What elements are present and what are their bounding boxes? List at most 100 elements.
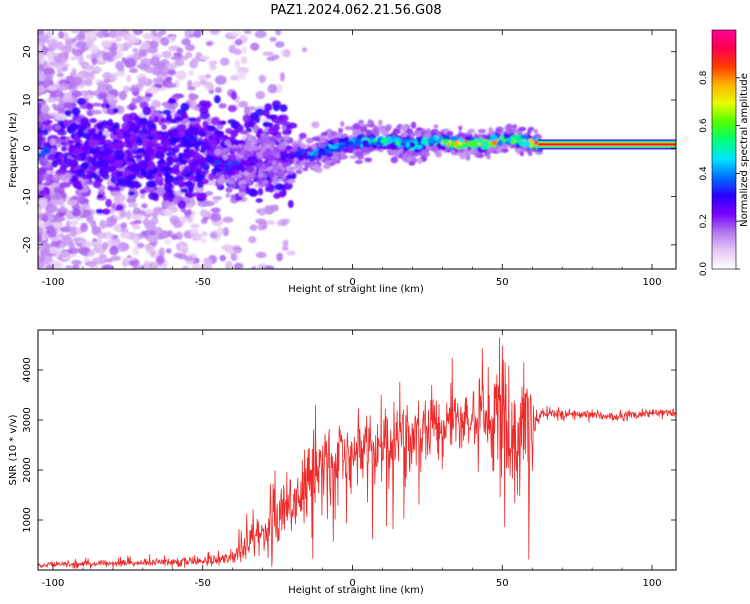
spectral-band-blob	[162, 192, 170, 202]
spectral-noise-blob	[58, 232, 65, 238]
spectral-noise-blob	[96, 31, 105, 39]
spectral-ridge-blob	[380, 139, 388, 144]
spectral-ridge-blob	[338, 138, 347, 143]
spectral-band-blob	[115, 128, 123, 133]
spectral-ridge-blob	[258, 172, 264, 178]
spectral-band-blob	[134, 154, 142, 159]
spectral-band-blob	[161, 123, 167, 131]
spectrogram-y-axis-label: Frequency (Hz)	[8, 112, 19, 188]
spectral-noise-blob	[205, 41, 214, 47]
spectral-noise-blob	[153, 207, 163, 213]
spectral-ridge-blob	[305, 137, 314, 144]
spectral-band-blob	[79, 125, 87, 131]
spectral-band-blob	[153, 115, 159, 123]
spectral-ridge-blob	[269, 141, 276, 148]
spectral-noise-blob	[126, 74, 132, 83]
spectrogram-frame	[37, 29, 677, 270]
spectral-noise-blob	[46, 96, 58, 103]
spectral-noise-blob	[53, 52, 60, 57]
snr-y-tick-label: 4000	[22, 357, 33, 382]
spectral-ridge-blob	[506, 137, 513, 142]
spectral-noise-blob	[243, 30, 252, 35]
spectral-noise-blob	[101, 40, 112, 48]
spectral-ridge-blob	[282, 177, 287, 183]
spectral-band-blob	[279, 104, 288, 113]
spectral-ridge-blob	[450, 135, 458, 142]
spectral-ridge-blob	[364, 157, 373, 163]
spectral-band-blob	[167, 197, 174, 203]
spectral-ridge-blob	[280, 154, 286, 161]
spectral-band-blob	[230, 140, 240, 146]
spectral-ridge-blob	[400, 131, 408, 138]
spectral-band-blob	[140, 168, 147, 177]
spectral-noise-blob	[90, 109, 103, 115]
spectral-noise-blob	[160, 117, 168, 124]
spectral-ridge-blob	[304, 161, 311, 169]
colorbar-axis: 0.0 0.2 0.4 0.6 0.8	[699, 70, 740, 276]
spectral-band-blob	[102, 208, 111, 215]
spectral-ridge-blob	[405, 128, 414, 135]
spectral-ridge-blob	[340, 133, 347, 139]
spectral-ridge-blob	[398, 148, 404, 153]
spectral-noise-blob	[55, 198, 65, 206]
spectral-band-blob	[154, 150, 165, 160]
spectral-ridge-blob	[460, 142, 470, 149]
spectral-noise-blob	[61, 236, 73, 246]
spectral-band-blob	[92, 180, 102, 189]
spectral-noise-blob	[65, 265, 73, 269]
spectral-ridge-blob	[321, 132, 328, 136]
spectral-noise-blob	[157, 187, 167, 195]
spectral-ridge-blob	[348, 135, 354, 139]
spectral-noise-blob	[131, 97, 138, 106]
spectral-noise-blob	[213, 198, 219, 204]
spectral-ridge-blob	[377, 121, 382, 127]
spectral-band-blob	[163, 182, 172, 192]
spectral-noise-blob	[110, 42, 118, 52]
spectral-noise-blob	[255, 91, 266, 100]
spectral-band-blob	[107, 185, 114, 191]
spectral-ridge-blob	[380, 128, 385, 135]
spectral-band-blob	[177, 126, 185, 135]
spectral-ridge-blob	[236, 165, 243, 171]
spectral-noise-blob	[46, 205, 59, 213]
spectral-band-blob	[111, 169, 119, 178]
spectral-noise-blob	[251, 266, 257, 269]
spectral-ridge-blob	[436, 133, 441, 138]
spectrogram-y-tick-label: 20	[22, 45, 33, 58]
spectral-noise-blob	[120, 232, 126, 238]
spectrogram-x-tick-label: 100	[642, 277, 661, 288]
spectral-band-blob	[177, 200, 187, 210]
spectral-band-blob	[162, 131, 169, 139]
spectral-noise-blob	[69, 56, 79, 61]
spectral-ridge-blob	[347, 145, 354, 153]
spectral-noise-blob	[42, 247, 51, 256]
spectral-band-blob	[72, 123, 78, 132]
spectral-noise-blob	[170, 55, 182, 61]
spectral-noise-blob	[311, 121, 320, 129]
spectral-ridge-blob	[233, 160, 240, 165]
spectral-noise-blob	[255, 218, 267, 225]
spectral-noise-blob	[240, 56, 248, 65]
spectral-noise-blob	[255, 251, 267, 259]
spectral-noise-blob	[132, 47, 139, 53]
spectral-ridge-blob	[354, 145, 359, 151]
spectral-ridge-blob	[297, 153, 305, 162]
spectral-noise-blob	[38, 198, 49, 203]
spectral-band-blob	[112, 122, 120, 129]
spectral-ridge-blob	[298, 163, 303, 170]
spectral-ridge-blob	[459, 152, 468, 160]
spectral-noise-blob	[188, 69, 194, 76]
spectral-ridge-blob	[416, 157, 423, 164]
spectral-noise-blob	[45, 170, 56, 175]
spectral-band-blob	[90, 127, 97, 133]
snr-x-axis-label: Height of straight line (km)	[288, 585, 424, 596]
spectral-noise-blob	[274, 41, 285, 48]
spectral-noise-blob	[53, 222, 64, 229]
spectral-ridge-blob	[408, 160, 416, 166]
spectral-ridge-blob	[318, 142, 324, 148]
spectral-noise-blob	[281, 246, 289, 251]
spectral-noise-blob	[90, 219, 97, 230]
spectral-band-blob	[180, 188, 188, 193]
spectral-noise-blob	[132, 224, 141, 230]
